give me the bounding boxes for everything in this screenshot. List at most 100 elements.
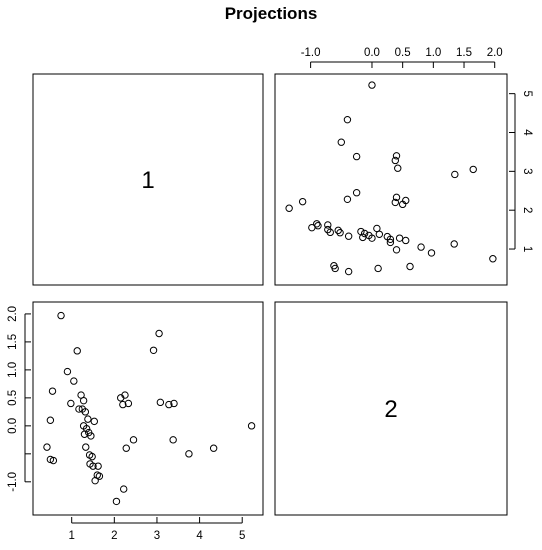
scatter-point [84, 415, 92, 423]
scatter-point [94, 462, 102, 470]
left-axis-tick-label: 1.5 [7, 334, 19, 350]
scatter-point [87, 432, 95, 440]
left-axis-tick-label: 1.0 [7, 362, 19, 378]
scatter-point [402, 236, 410, 245]
scatter-point [95, 472, 104, 480]
scatter-point [247, 422, 256, 430]
scatter-point [395, 234, 404, 242]
scatter-point [112, 497, 121, 506]
scatter-point [392, 152, 401, 160]
panel-1-1 [32, 73, 264, 286]
scatter-points-lower [43, 311, 256, 506]
scatter-point [469, 165, 477, 174]
scatter-point [334, 226, 342, 235]
scatter-point [450, 240, 458, 248]
scatter-point [374, 264, 382, 273]
scatter-point [368, 81, 376, 89]
scatter-point [417, 243, 425, 251]
scatter-point [63, 367, 72, 376]
diagonal-label-1: 1 [141, 167, 154, 194]
scatter-point [337, 138, 345, 146]
top-axis-tick-label: 1.0 [425, 47, 441, 59]
scatter-point [336, 229, 344, 237]
scatter-point [155, 329, 163, 338]
bottom-axis-tick-label: 2 [111, 530, 117, 542]
scatter-point [427, 249, 436, 257]
bottom-axis-tick-label: 4 [196, 530, 203, 542]
scatter-point [79, 396, 88, 405]
scatter-point [169, 436, 177, 444]
right-axis-tick-label: 3 [521, 168, 533, 174]
scatter-point [82, 443, 90, 451]
scatter-point [343, 115, 352, 124]
left-axis-tick-label: -1.0 [7, 472, 19, 492]
left-axis-tick-label: 2.0 [7, 306, 19, 322]
scatter-point [313, 220, 321, 228]
panel-2-2 [274, 301, 508, 516]
top-axis-tick-label: 0.5 [395, 47, 411, 59]
scatter-point [343, 195, 352, 204]
scatter-point [386, 238, 395, 247]
scatter-point [75, 405, 83, 413]
scatter-point [156, 398, 165, 407]
scatter-point [49, 456, 58, 465]
scatter-point [121, 391, 129, 399]
scatter-point [360, 229, 369, 238]
scatter-point [48, 387, 57, 395]
top-axis-tick-label: 2.0 [487, 47, 503, 59]
scatter-point [352, 152, 361, 161]
scatter-point [122, 444, 130, 452]
scatter-point [392, 193, 401, 202]
scatter-point [89, 462, 97, 470]
scatter-point [67, 399, 75, 408]
scatter-point [344, 267, 353, 276]
panel-1-2 [274, 73, 508, 286]
bottom-axis-tick-label: 3 [154, 530, 160, 542]
scatter-point [451, 170, 459, 179]
scatter-point [357, 227, 365, 236]
right-axis-tick-label: 2 [521, 207, 533, 213]
scatter-point [489, 255, 497, 263]
bottom-axis-tick-label: 1 [68, 530, 74, 542]
scatter-point [90, 417, 98, 426]
scatter-point [170, 399, 178, 408]
scatter-point [120, 485, 128, 493]
scatter-point [324, 221, 332, 229]
right-axis-tick-label: 4 [521, 129, 533, 136]
left-axis-tick-label: 0.5 [7, 390, 19, 406]
scatter-point [285, 204, 293, 212]
scatter-point [352, 189, 361, 197]
scatter-point [365, 231, 373, 240]
scatter-points-upper [285, 81, 497, 276]
scatter-point [46, 416, 55, 424]
scatter-point [402, 196, 410, 205]
panel-2-1 [32, 301, 264, 516]
top-axis-tick-label: 1.5 [456, 47, 472, 59]
scatter-point [81, 408, 90, 416]
scatter-point [324, 225, 332, 234]
scatter-point [70, 377, 78, 385]
scatter-point [330, 262, 338, 270]
scatter-point [391, 156, 399, 165]
scatter-point [73, 347, 81, 355]
chart-title: Projections [225, 4, 318, 23]
scatter-point [88, 452, 96, 461]
right-axis-tick-label: 1 [521, 246, 533, 252]
scatter-point [383, 232, 392, 241]
top-axis-tick-label: -1.0 [301, 47, 321, 59]
scatter-point [82, 424, 91, 433]
scatter-point [165, 400, 173, 409]
scatter-point [391, 198, 399, 207]
scatter-point [373, 224, 381, 233]
scatter-point [43, 443, 51, 451]
scatter-point [392, 246, 401, 254]
bottom-axis-tick-label: 5 [239, 530, 245, 542]
scatter-point [406, 262, 414, 271]
scatter-point [344, 232, 353, 240]
scatter-point [314, 222, 322, 230]
scatter-point [394, 164, 402, 172]
scatter-point [119, 400, 127, 409]
scatter-point [185, 450, 193, 458]
scatter-point [129, 436, 138, 444]
